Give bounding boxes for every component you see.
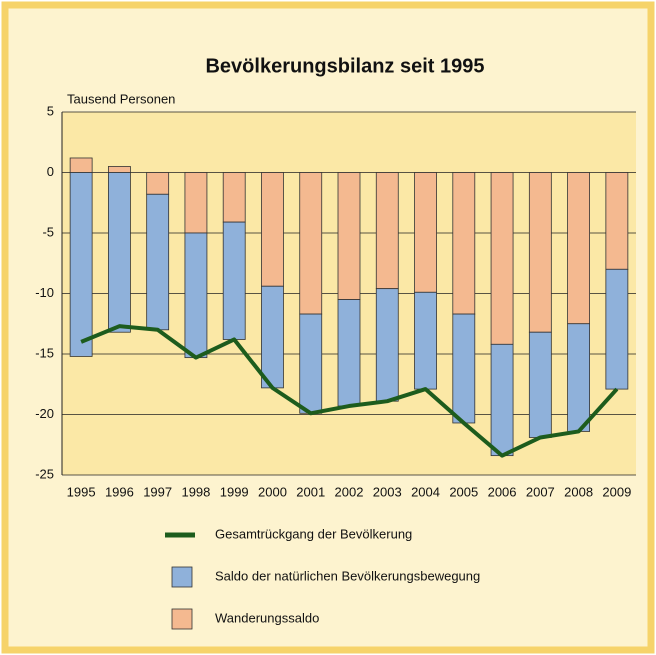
y-tick-label: -25 bbox=[35, 466, 54, 481]
x-tick-label: 2000 bbox=[258, 484, 287, 499]
chart-title: Bevölkerungsbilanz seit 1995 bbox=[205, 55, 484, 77]
bar bbox=[261, 172, 284, 287]
x-tick-label: 2001 bbox=[296, 484, 325, 499]
bar bbox=[184, 232, 208, 359]
bar bbox=[184, 172, 208, 234]
x-tick-label: 2005 bbox=[449, 484, 478, 499]
bar bbox=[567, 323, 590, 432]
x-tick-label: 2009 bbox=[602, 484, 631, 499]
bar bbox=[69, 157, 93, 173]
legend-label: Saldo der natürlichen Bevölkerungsbewegu… bbox=[215, 568, 480, 583]
x-tick-label: 1998 bbox=[181, 484, 210, 499]
bar bbox=[299, 172, 323, 315]
bar bbox=[375, 172, 399, 290]
bar bbox=[222, 172, 246, 223]
bar bbox=[605, 268, 629, 390]
bar bbox=[490, 343, 514, 457]
x-tick-label: 2007 bbox=[526, 484, 555, 499]
bar bbox=[490, 172, 514, 345]
legend-swatch bbox=[171, 566, 193, 588]
y-tick-label: 0 bbox=[47, 164, 54, 179]
bar bbox=[337, 172, 361, 300]
bar bbox=[375, 288, 399, 402]
x-tick-label: 1995 bbox=[67, 484, 96, 499]
line bbox=[80, 324, 619, 458]
legend-swatch bbox=[171, 608, 193, 630]
bar bbox=[452, 172, 476, 315]
y-tick-label: -10 bbox=[35, 285, 54, 300]
y-tick-label: -15 bbox=[35, 345, 54, 360]
bar bbox=[108, 166, 131, 173]
bar bbox=[146, 172, 170, 195]
bar bbox=[222, 221, 246, 340]
x-tick-label: 2006 bbox=[488, 484, 517, 499]
x-tick-label: 2003 bbox=[373, 484, 402, 499]
y-tick-label: 5 bbox=[47, 103, 54, 118]
bar bbox=[299, 313, 323, 414]
bar bbox=[528, 331, 552, 438]
bar bbox=[337, 299, 361, 407]
bar bbox=[528, 172, 552, 333]
x-tick-label: 2004 bbox=[411, 484, 440, 499]
bar bbox=[69, 172, 93, 357]
x-tick-label: 1997 bbox=[143, 484, 172, 499]
x-tick-label: 2002 bbox=[335, 484, 364, 499]
bar bbox=[108, 172, 131, 333]
y-tick-label: -20 bbox=[35, 406, 54, 421]
y-tick-label: -5 bbox=[42, 224, 54, 239]
bar bbox=[146, 193, 170, 331]
y-axis-label: Tausend Personen bbox=[67, 91, 175, 106]
bar bbox=[261, 285, 284, 389]
bar bbox=[567, 172, 590, 325]
x-tick-label: 1999 bbox=[220, 484, 249, 499]
bar bbox=[605, 172, 629, 270]
bar bbox=[452, 313, 476, 424]
legend-label: Wanderungssaldo bbox=[215, 610, 319, 625]
x-tick-label: 1996 bbox=[105, 484, 134, 499]
bar bbox=[414, 172, 437, 293]
bar bbox=[414, 291, 437, 390]
legend-label: Gesamtrückgang der Bevölkerung bbox=[215, 526, 412, 541]
x-tick-label: 2008 bbox=[564, 484, 593, 499]
